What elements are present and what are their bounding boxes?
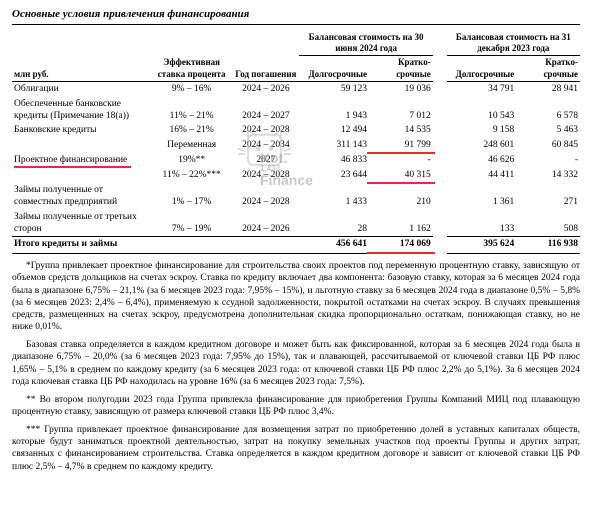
row-year: 2024 – 2026 bbox=[232, 81, 299, 96]
row-label: Займы полученные от третьих сторон bbox=[12, 210, 151, 237]
row-rate: 7% – 19% bbox=[151, 210, 232, 237]
header-short-2: Кратко-срочные bbox=[516, 56, 580, 82]
row-rate: 11% – 22%*** bbox=[151, 168, 232, 183]
header-short-1: Кратко-срочные bbox=[369, 56, 433, 82]
row-val-b: - bbox=[369, 153, 433, 168]
row-rate: 16% – 21% bbox=[151, 123, 232, 138]
financing-table: млн руб. Эффективная ставка процента Год… bbox=[12, 31, 580, 255]
row-rate: 1% – 17% bbox=[151, 183, 232, 210]
table-row: Займы полученные от третьих сторон7% – 1… bbox=[12, 210, 580, 237]
row-val-a: 46 833 bbox=[299, 153, 369, 168]
row-val-a: 1 943 bbox=[299, 97, 369, 124]
row-val-d: 5 463 bbox=[516, 123, 580, 138]
row-rate: Переменная bbox=[151, 138, 232, 153]
row-val-c: 133 bbox=[447, 210, 517, 237]
totals-row: Итого кредиты и займы 456 641174 069 395 6… bbox=[12, 237, 580, 254]
header-long-1: Долгосрочные bbox=[299, 56, 369, 82]
table-row: Обеспеченные банковские кредиты (Примеча… bbox=[12, 97, 580, 124]
table-wrapper: Kot. 1,433 Finance млн руб. Эффективная … bbox=[12, 31, 580, 255]
row-val-b: 91 799 bbox=[369, 138, 433, 153]
row-val-c: 10 543 bbox=[447, 97, 517, 124]
row-val-c: 46 626 bbox=[447, 153, 517, 168]
footnote-paragraph: Базовая ставка определяется в каждом кре… bbox=[12, 339, 580, 388]
header-rate: Эффективная ставка процента bbox=[151, 31, 232, 82]
row-year: 2027 bbox=[232, 153, 299, 168]
row-val-a: 311 143 bbox=[299, 138, 369, 153]
row-label bbox=[12, 138, 151, 153]
row-val-c: 248 601 bbox=[447, 138, 517, 153]
row-val-d: 28 941 bbox=[516, 81, 580, 96]
row-label: Облигации bbox=[12, 81, 151, 96]
row-val-c: 1 361 bbox=[447, 183, 517, 210]
row-val-a: 12 494 bbox=[299, 123, 369, 138]
row-val-b: 40 315 bbox=[369, 168, 433, 183]
row-label: Обеспеченные банковские кредиты (Примеча… bbox=[12, 97, 151, 124]
totals-b: 174 069 bbox=[369, 237, 433, 254]
row-val-d: 6 578 bbox=[516, 97, 580, 124]
totals-d: 116 938 bbox=[516, 237, 580, 254]
table-row: Облигации9% – 16%2024 – 202659 12319 036… bbox=[12, 81, 580, 96]
row-val-b: 14 535 bbox=[369, 123, 433, 138]
row-val-c: 34 791 bbox=[447, 81, 517, 96]
row-val-d: 508 bbox=[516, 210, 580, 237]
row-year: 2024 – 2028 bbox=[232, 168, 299, 183]
table-row: Проектное финансирование19%**202746 833-… bbox=[12, 153, 580, 168]
row-label: Банковские кредиты bbox=[12, 123, 151, 138]
table-row: Займы полученные от совместных предприят… bbox=[12, 183, 580, 210]
row-year: 2024 – 2027 bbox=[232, 97, 299, 124]
table-row: Переменная2024 – 2034311 14391 799 248 60… bbox=[12, 138, 580, 153]
header-unit: млн руб. bbox=[12, 31, 151, 82]
row-year: 2024 – 2028 bbox=[232, 183, 299, 210]
row-val-c: 9 158 bbox=[447, 123, 517, 138]
row-val-a: 1 433 bbox=[299, 183, 369, 210]
header-group-2: Балансовая стоимость на 31 декабря 2023 … bbox=[447, 31, 580, 56]
row-val-d: - bbox=[516, 153, 580, 168]
row-val-d: 271 bbox=[516, 183, 580, 210]
header-year: Год погашения bbox=[232, 31, 299, 82]
row-rate: 19%** bbox=[151, 153, 232, 168]
footnote-paragraph: ** Во втором полугодии 2023 года Группа … bbox=[12, 394, 580, 418]
row-val-a: 59 123 bbox=[299, 81, 369, 96]
row-label bbox=[12, 168, 151, 183]
row-year: 2024 – 2034 bbox=[232, 138, 299, 153]
row-val-a: 23 644 bbox=[299, 168, 369, 183]
totals-label: Итого кредиты и займы bbox=[12, 237, 151, 254]
row-val-d: 60 845 bbox=[516, 138, 580, 153]
section-title: Основные условия привлечения финансирова… bbox=[12, 8, 580, 25]
header-group-1: Балансовая стоимость на 30 июня 2024 год… bbox=[299, 31, 432, 56]
row-val-b: 19 036 bbox=[369, 81, 433, 96]
row-val-b: 1 162 bbox=[369, 210, 433, 237]
row-val-a: 28 bbox=[299, 210, 369, 237]
row-val-c: 44 411 bbox=[447, 168, 517, 183]
row-val-d: 14 332 bbox=[516, 168, 580, 183]
table-row: 11% – 22%***2024 – 202823 64440 315 44 41… bbox=[12, 168, 580, 183]
totals-c: 395 624 bbox=[447, 237, 517, 254]
footnote-paragraph: *** Группа привлекает проектное финансир… bbox=[12, 424, 580, 473]
footnotes: *Группа привлекает проектное финансирова… bbox=[12, 260, 580, 473]
row-rate: 9% – 16% bbox=[151, 81, 232, 96]
row-val-b: 210 bbox=[369, 183, 433, 210]
row-rate: 11% – 21% bbox=[151, 97, 232, 124]
footnote-paragraph: *Группа привлекает проектное финансирова… bbox=[12, 260, 580, 333]
row-label: Займы полученные от совместных предприят… bbox=[12, 183, 151, 210]
row-year: 2024 – 2028 bbox=[232, 123, 299, 138]
totals-a: 456 641 bbox=[299, 237, 369, 254]
row-val-b: 7 012 bbox=[369, 97, 433, 124]
row-label: Проектное финансирование bbox=[12, 153, 151, 168]
row-year: 2024 – 2026 bbox=[232, 210, 299, 237]
header-long-2: Долгосрочные bbox=[447, 56, 517, 82]
table-row: Банковские кредиты16% – 21%2024 – 202812… bbox=[12, 123, 580, 138]
